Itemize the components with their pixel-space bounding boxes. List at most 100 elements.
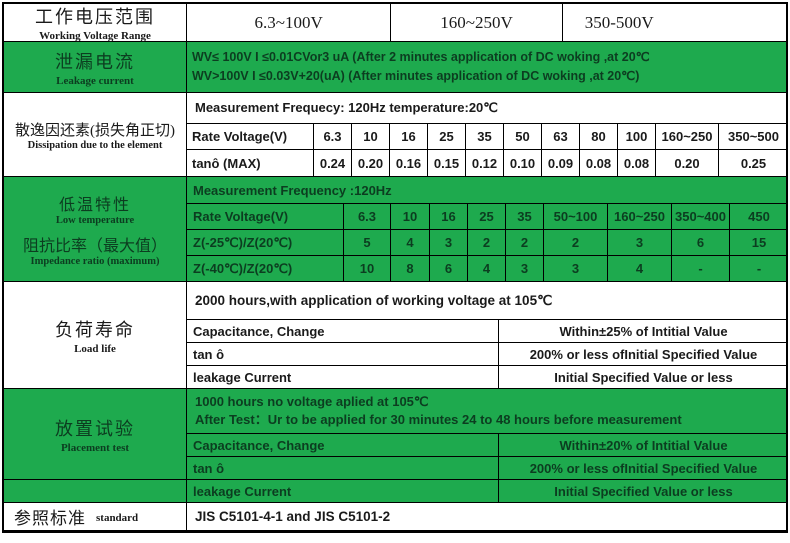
spec-item-label: Capacitance, Change bbox=[187, 320, 499, 343]
row-low-temperature: 低温特性 Low temperature 阻抗比率（最大值） Impedance… bbox=[4, 177, 788, 283]
low-temp-freq-note: Measurement Frequency :120Hz bbox=[187, 177, 788, 205]
z25-value: 5 bbox=[344, 230, 391, 256]
dissipation-tan-value: 0.15 bbox=[428, 150, 466, 177]
spec-item-label: tan ô bbox=[187, 457, 499, 480]
dissipation-tan-value: 0.09 bbox=[542, 150, 580, 177]
row-leakage-current: 泄漏电流 Leakage current WV≤ 100V I ≤0.01CVo… bbox=[4, 42, 786, 94]
spec-item-value: 200% or less ofInitial Specified Value bbox=[529, 346, 758, 362]
placement-condition-line1: 1000 hours no voltage aplied at 105℃ bbox=[195, 394, 429, 410]
z40-label: Z(-40℃)/Z(20℃) bbox=[187, 256, 344, 282]
dissipation-voltage: 160~250 bbox=[656, 124, 719, 150]
dissipation-voltage-row: Rate Voltage(V) 6.3 10 16 25 35 50 63 80… bbox=[187, 124, 788, 151]
leakage-spec-line2: WV>100V I ≤0.03V+20(uA) (After minutes a… bbox=[192, 69, 640, 84]
impedance-z25-row: Z(-25℃)/Z(20℃) 5 4 3 2 2 2 3 6 15 bbox=[187, 230, 788, 257]
z25-value: 2 bbox=[468, 230, 506, 256]
z40-value: 4 bbox=[608, 256, 672, 282]
low-temp-voltage: 160~250 bbox=[608, 204, 672, 230]
voltage-range-cell-1: 6.3~100V bbox=[187, 4, 392, 41]
working-voltage-label-en: Working Voltage Range bbox=[39, 30, 151, 42]
z40-value: 3 bbox=[544, 256, 608, 282]
z25-value: 2 bbox=[506, 230, 544, 256]
dissipation-voltage: 35 bbox=[466, 124, 504, 150]
dissipation-col-header: Rate Voltage(V) bbox=[187, 124, 314, 150]
voltage-range-cell-3: 350-500V bbox=[584, 12, 654, 32]
low-temp-col-header: Rate Voltage(V) bbox=[187, 204, 344, 230]
z40-value: 8 bbox=[391, 256, 430, 282]
dissipation-label-cell: 散逸因还素(损失角正切) Dissipation due to the elem… bbox=[4, 93, 187, 177]
load-life-leakage-row: leakage Current Initial Specified Value … bbox=[187, 366, 788, 389]
row-standard: 参照标准 standard JIS C5101-4-1 and JIS C510… bbox=[4, 503, 786, 531]
dissipation-voltage: 25 bbox=[428, 124, 466, 150]
dissipation-tan-row: tanô (MAX) 0.24 0.20 0.16 0.15 0.12 0.10… bbox=[187, 150, 788, 177]
dissipation-detail: Measurement Frequecy: 120Hz temperature:… bbox=[187, 93, 788, 177]
dissipation-tan-value: 0.08 bbox=[580, 150, 618, 177]
low-temp-voltage: 6.3 bbox=[344, 204, 391, 230]
dissipation-voltage: 10 bbox=[352, 124, 390, 150]
low-temp-voltage: 35 bbox=[506, 204, 544, 230]
placement-detail: 1000 hours no voltage aplied at 105℃ Aft… bbox=[187, 389, 788, 503]
placement-label-column: 放置试验 Placement test bbox=[4, 389, 187, 503]
z40-value: 3 bbox=[506, 256, 544, 282]
dissipation-voltage: 6.3 bbox=[314, 124, 352, 150]
z40-value: 6 bbox=[430, 256, 468, 282]
dissipation-voltage: 63 bbox=[542, 124, 580, 150]
placement-label-empty-cell bbox=[4, 480, 186, 502]
dissipation-voltage: 50 bbox=[504, 124, 542, 150]
low-temp-voltage: 50~100 bbox=[544, 204, 608, 230]
spec-item-value: Initial Specified Value or less bbox=[554, 483, 733, 499]
row-load-life: 负荷寿命 Load life 2000 hours,with applicati… bbox=[4, 282, 788, 390]
dissipation-label-zh: 散逸因还素(损失角正切) bbox=[15, 122, 175, 139]
spec-item-value: Within±25% of Intitial Value bbox=[559, 323, 728, 339]
placement-tan-row: tan ô 200% or less ofInitial Specified V… bbox=[187, 457, 788, 481]
placement-condition: 1000 hours no voltage aplied at 105℃ Aft… bbox=[187, 389, 788, 435]
low-temp-label-en: Low temperature bbox=[55, 215, 135, 227]
low-temp-voltage-row: Rate Voltage(V) 6.3 10 16 25 35 50~100 1… bbox=[187, 204, 788, 231]
dissipation-label-en: Dissipation due to the element bbox=[27, 139, 163, 151]
load-life-label-en: Load life bbox=[74, 342, 116, 355]
impedance-z40-row: Z(-40℃)/Z(20℃) 10 8 6 4 3 3 4 - - bbox=[187, 256, 788, 282]
z25-value: 3 bbox=[608, 230, 672, 256]
dissipation-tan-value: 0.16 bbox=[390, 150, 428, 177]
placement-leakage-row: leakage Current Initial Specified Value … bbox=[187, 480, 788, 503]
low-temp-voltage: 16 bbox=[430, 204, 468, 230]
placement-capacitance-row: Capacitance, Change Within±20% of Intiti… bbox=[187, 434, 788, 458]
impedance-ratio-label-zh: 阻抗比率（最大值） bbox=[22, 238, 167, 256]
spec-table: 工作电压范围 Working Voltage Range 6.3~100V 16… bbox=[2, 2, 788, 533]
dissipation-tan-value: 0.10 bbox=[504, 150, 542, 177]
standard-label-cell: 参照标准 standard bbox=[4, 503, 187, 530]
dissipation-tan-value: 0.08 bbox=[618, 150, 656, 177]
dissipation-voltage: 80 bbox=[580, 124, 618, 150]
standard-label-zh: 参照标准 bbox=[14, 509, 86, 529]
z25-value: 4 bbox=[391, 230, 430, 256]
dissipation-tan-value: 0.20 bbox=[656, 150, 719, 177]
z25-label: Z(-25℃)/Z(20℃) bbox=[187, 230, 344, 256]
placement-label-zh: 放置试验 bbox=[55, 418, 135, 439]
spec-item-label: leakage Current bbox=[187, 480, 499, 503]
spec-item-value: Initial Specified Value or less bbox=[554, 369, 733, 385]
leakage-label-cell: 泄漏电流 Leakage current bbox=[4, 42, 187, 93]
low-temp-label-cell: 低温特性 Low temperature 阻抗比率（最大值） Impedance… bbox=[4, 177, 187, 282]
load-life-capacitance-row: Capacitance, Change Within±25% of Intiti… bbox=[187, 320, 788, 344]
z40-value: - bbox=[672, 256, 730, 282]
low-temp-voltage: 10 bbox=[391, 204, 430, 230]
z25-value: 15 bbox=[751, 235, 767, 251]
standard-value: JIS C5101-4-1 and JIS C5101-2 bbox=[195, 509, 391, 525]
low-temp-label-zh: 低温特性 bbox=[58, 197, 131, 215]
placement-condition-line2: After Test：Ur to be applied for 30 minut… bbox=[195, 412, 682, 428]
low-temp-voltage: 450 bbox=[748, 209, 770, 225]
dissipation-voltage: 100 bbox=[618, 124, 656, 150]
load-life-condition: 2000 hours,with application of working v… bbox=[187, 282, 788, 321]
z40-value: - bbox=[756, 261, 762, 277]
dissipation-voltage: 350~500 bbox=[728, 129, 779, 145]
leakage-spec-cell: WV≤ 100V I ≤0.01CVor3 uA (After 2 minute… bbox=[187, 42, 786, 92]
low-temp-detail: Measurement Frequency :120Hz Rate Voltag… bbox=[187, 177, 788, 282]
voltage-range-cell-2: 160~250V bbox=[391, 4, 563, 41]
dissipation-freq-note: Measurement Frequecy: 120Hz temperature:… bbox=[187, 93, 788, 125]
placement-label-cell: 放置试验 Placement test bbox=[4, 389, 186, 481]
working-voltage-label-zh: 工作电压范围 bbox=[35, 7, 155, 27]
z25-value: 2 bbox=[544, 230, 608, 256]
z25-value: 3 bbox=[430, 230, 468, 256]
load-life-label-zh: 负荷寿命 bbox=[55, 319, 135, 340]
leakage-spec-line1: WV≤ 100V I ≤0.01CVor3 uA (After 2 minute… bbox=[192, 50, 650, 65]
